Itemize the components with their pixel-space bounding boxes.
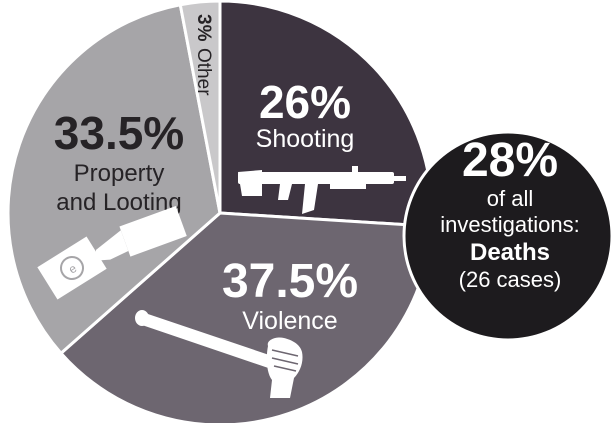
violence-label: Violence: [242, 307, 337, 335]
rifle-icon: [238, 166, 406, 214]
callout-line4: (26 cases): [459, 267, 562, 292]
callout-line2: investigations:: [440, 212, 579, 237]
property-percent: 33.5%: [54, 107, 184, 159]
callout-line3: Deaths: [470, 239, 550, 266]
deaths-callout-circle: [402, 130, 613, 342]
callout-line1: of all: [487, 186, 533, 211]
deaths-percent: 28%: [462, 134, 558, 187]
slice-other: [178, 0, 222, 214]
money-hand-icon: e: [34, 205, 187, 303]
property-label-line1: Property: [74, 160, 165, 187]
other-label: Other: [193, 48, 214, 96]
slice-violence: [58, 211, 434, 423]
violence-percent: 37.5%: [222, 255, 358, 308]
other-percent: 3%: [193, 14, 214, 42]
shooting-percent: 26%: [259, 76, 351, 128]
bat-fist-icon: [135, 310, 303, 398]
shooting-label: Shooting: [256, 125, 355, 153]
